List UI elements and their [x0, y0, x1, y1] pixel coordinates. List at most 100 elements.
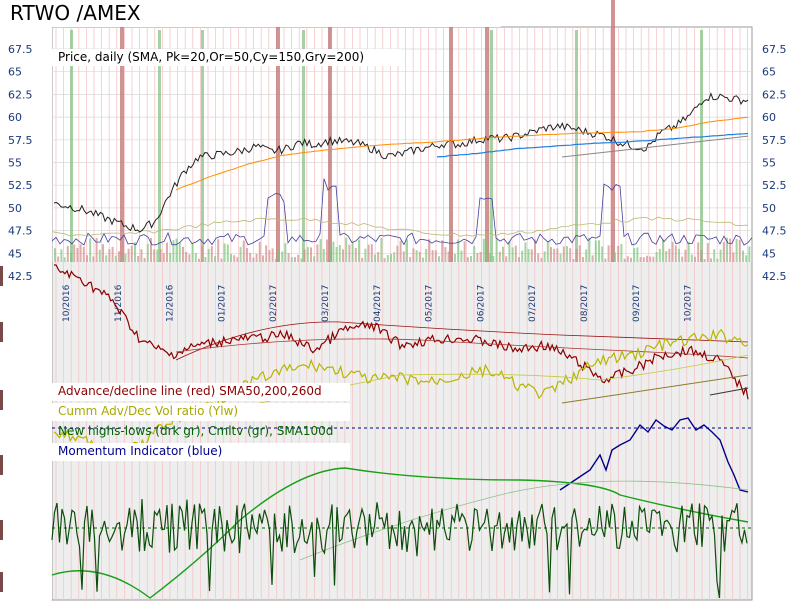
volume-bar [265, 245, 268, 262]
volume-bar [658, 248, 661, 262]
sma-orange-line [175, 116, 749, 191]
volume-bar [137, 256, 140, 262]
volume-bar [415, 250, 418, 262]
volume-bar [626, 256, 629, 262]
volume-bar [425, 248, 428, 262]
volume-bar [662, 239, 664, 262]
volume-bar [239, 247, 242, 262]
y-tick-right: 65 [762, 66, 776, 79]
volume-bar [585, 249, 588, 262]
volume-bar [617, 245, 620, 262]
volume-bar [524, 242, 527, 262]
x-tick-label: 11/2016 [114, 284, 124, 322]
volume-spike-green [70, 30, 73, 262]
volume-bar [546, 241, 549, 262]
volume-bar [508, 240, 511, 262]
new-highs-lows-cumulative-line [51, 467, 749, 599]
volume-bar [252, 257, 255, 262]
momentum-line [559, 417, 749, 493]
volume-bar [178, 242, 181, 262]
volume-bar [79, 244, 82, 262]
volume-bar [127, 248, 130, 262]
volume-bar [745, 255, 748, 262]
sma-gray-line [561, 135, 749, 158]
volume-bar [316, 244, 319, 262]
volume-bar [719, 249, 722, 262]
x-tick-label: 09/2017 [632, 285, 642, 322]
new-highs-lows-line [51, 498, 748, 599]
volume-bar [114, 255, 117, 262]
volume-bar [748, 246, 751, 262]
y-tick-right: 47.5 [762, 225, 787, 238]
sma-blue-line [436, 132, 749, 158]
volume-bar [204, 257, 207, 262]
volume-bar [92, 256, 95, 262]
volume-bar [220, 258, 223, 262]
volume-spike [485, 0, 489, 262]
volume-bar [402, 251, 405, 262]
volume-bar [476, 252, 479, 262]
volume-bar [175, 238, 178, 262]
y-tick-right: 55 [762, 157, 776, 170]
volume-bar [233, 255, 236, 262]
volume-bar [591, 255, 594, 262]
y-tick-right: 67.5 [762, 43, 787, 56]
volume-bar [210, 246, 213, 262]
volume-bar [540, 257, 543, 262]
volume-bar [665, 251, 668, 262]
volume-bar [351, 242, 354, 262]
volume-bar [690, 254, 693, 262]
volume-bar [511, 247, 514, 262]
volume-bar [332, 241, 335, 262]
volume-bar [255, 253, 258, 262]
nhl-sma100-line [299, 480, 749, 561]
x-tick-label: 06/2017 [476, 285, 486, 322]
y-tick-left: 55 [8, 157, 22, 170]
y-tick-right: 62.5 [762, 88, 787, 101]
volume-bar [636, 247, 639, 262]
volume-bar [364, 248, 367, 262]
x-axis-ticks: 10/2016 11/2016 12/2016 01/2017 02/2017 03/20… [62, 284, 694, 322]
volume-bar [434, 250, 437, 262]
volume-bar [390, 253, 392, 262]
left-markers [0, 266, 3, 592]
volume-bar [63, 257, 66, 262]
volume-bar [146, 244, 149, 262]
volume-bar [441, 240, 444, 262]
volume-bar [738, 239, 741, 262]
volume-bar [322, 248, 325, 262]
volume-bar [60, 249, 63, 262]
volume-bar [214, 256, 216, 262]
x-tick-label: 01/2017 [217, 285, 227, 322]
volume-bar [588, 237, 591, 262]
volume-bar [742, 250, 744, 262]
volume-bar [726, 237, 728, 262]
volume-bar [722, 242, 725, 262]
x-tick-label: 07/2017 [528, 285, 538, 322]
volume-bar [671, 241, 674, 262]
volume-bar [668, 248, 671, 262]
volume-spike-green [302, 30, 305, 262]
volume-bar [102, 244, 104, 262]
volume-bar [418, 251, 421, 262]
volume-bar [396, 245, 399, 262]
volume-bar [358, 239, 360, 262]
x-tick-label: 03/2017 [321, 285, 331, 322]
volume-bar [578, 245, 581, 262]
volume-bar [329, 248, 332, 262]
volume-bar [729, 238, 732, 262]
margin-marker [0, 266, 3, 286]
volume-bar [687, 241, 690, 262]
volume-bar [303, 249, 306, 262]
left-axis-bg [0, 27, 52, 600]
volume-bar [201, 246, 204, 262]
volume-bar [527, 249, 530, 262]
volume-bar [495, 237, 498, 262]
volume-bar [182, 246, 184, 262]
volume-bar [655, 252, 658, 262]
volume-spike [276, 0, 280, 262]
volume-bar [649, 256, 652, 262]
volume-bar [313, 256, 316, 262]
volume-bar [604, 258, 607, 262]
volume-bar [386, 254, 389, 262]
